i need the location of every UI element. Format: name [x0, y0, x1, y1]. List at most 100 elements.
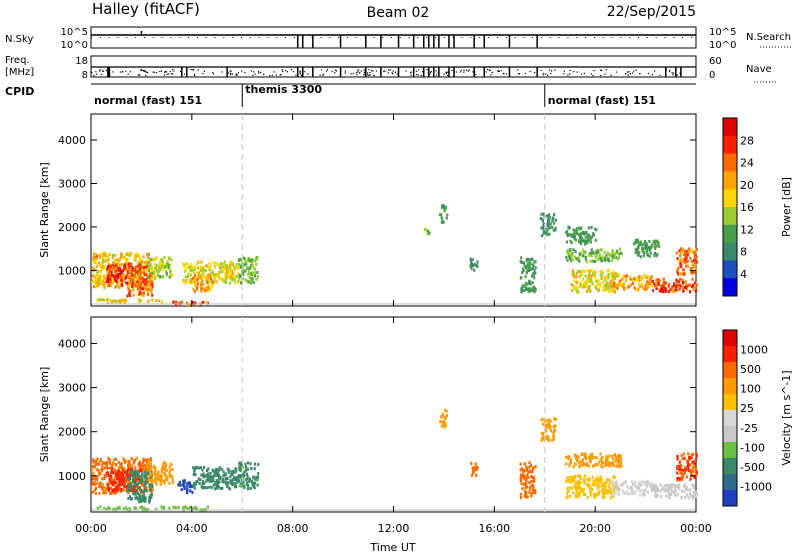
velocity-cell	[149, 462, 152, 466]
velocity-cell	[552, 425, 555, 429]
power-cell	[97, 284, 100, 288]
nave-point-116	[367, 72, 369, 74]
nave-point-80	[410, 71, 412, 73]
velocity-cell	[665, 488, 668, 492]
velocity-cell	[144, 499, 147, 503]
nave-point-1	[160, 70, 163, 72]
velocity-cell	[573, 485, 576, 489]
power-cell	[150, 269, 153, 273]
velocity-cell	[138, 497, 141, 501]
velocity-cell	[143, 507, 146, 511]
velocity-cell	[120, 482, 124, 486]
velocity-cell	[528, 465, 531, 469]
power-cell	[223, 267, 226, 271]
power-colorbar-swatch-0	[723, 118, 737, 137]
velocity-cell	[111, 467, 114, 471]
velocity-cell	[544, 427, 547, 431]
velocity-cell	[628, 492, 631, 496]
power-cell	[441, 205, 444, 209]
velocity-cell	[110, 491, 113, 495]
velocity-cell	[229, 481, 232, 485]
power-cell	[551, 219, 554, 223]
velocity-cell	[120, 466, 123, 469]
velocity-cell	[578, 465, 581, 469]
power-cell	[545, 231, 548, 235]
power-cell	[567, 251, 570, 255]
velocity-cell	[127, 497, 130, 500]
nsearch-top-tick: 10^5	[709, 27, 736, 38]
velocity-cell	[645, 485, 648, 489]
velocity-cell	[578, 493, 581, 497]
power-cell	[678, 249, 681, 253]
nsearch-dot	[593, 37, 595, 38]
power-cell	[102, 280, 105, 284]
power-cell	[164, 265, 167, 269]
power-cell	[654, 251, 657, 255]
power-cell	[211, 270, 214, 274]
nave-point-92	[485, 71, 487, 73]
velocity-cell	[213, 487, 216, 491]
power-cell	[588, 252, 591, 255]
nave-point-36	[254, 73, 256, 75]
power-cell	[442, 205, 445, 208]
power-cell	[206, 279, 209, 282]
velocity-cell	[523, 477, 526, 481]
nave-point-235	[460, 69, 462, 71]
power-cell	[254, 259, 257, 263]
power-cell	[188, 281, 191, 285]
velocity-cell	[534, 489, 537, 493]
power-cell	[137, 261, 140, 264]
velocity-cell	[680, 453, 683, 457]
power-cell	[621, 278, 624, 281]
velocity-cell	[693, 465, 696, 469]
power-cell	[193, 268, 196, 272]
velocity-cell	[124, 480, 128, 484]
nave-point-150	[628, 71, 630, 73]
power-cell	[470, 259, 473, 263]
power-cell	[200, 260, 203, 264]
power-cell	[154, 276, 157, 280]
velocity-cell	[234, 470, 237, 474]
velocity-cell	[109, 491, 112, 495]
power-cell	[200, 282, 203, 286]
power-cell	[690, 260, 693, 263]
velocity-cell	[673, 493, 677, 497]
power-cell	[127, 274, 130, 278]
power-cell	[198, 273, 201, 277]
power-ytick-label-2: 3000	[58, 178, 86, 191]
power-cell	[583, 232, 586, 236]
nave-point-103	[112, 71, 114, 73]
power-cell	[608, 289, 611, 293]
nave-point-237	[147, 71, 149, 74]
velocity-cell	[210, 479, 213, 483]
time-axis-title: Time UT	[369, 541, 415, 554]
power-cell	[638, 251, 641, 254]
power-cell	[121, 269, 124, 273]
power-cell	[611, 249, 614, 253]
velocity-cell	[634, 491, 637, 495]
power-cell	[247, 280, 250, 284]
power-cell	[587, 269, 590, 273]
nsearch-dot	[540, 37, 542, 38]
nave-point-244	[396, 73, 398, 75]
velocity-cell	[605, 489, 609, 493]
velocity-cell	[593, 493, 596, 497]
velocity-cell	[530, 480, 533, 483]
velocity-cell	[156, 478, 159, 481]
power-cell	[676, 257, 679, 260]
nave-point-47	[145, 74, 147, 77]
velocity-cell	[92, 475, 95, 479]
velocity-cell	[694, 494, 698, 498]
velocity-cell	[527, 470, 530, 474]
power-cell	[624, 278, 627, 282]
nave-point-30	[668, 70, 671, 73]
nsearch-dot	[382, 37, 384, 38]
power-cell	[246, 265, 249, 269]
power-cell	[598, 284, 601, 287]
velocity-cell	[204, 486, 207, 490]
velocity-cell	[201, 468, 204, 472]
power-cell	[613, 255, 616, 259]
velocity-cell	[246, 461, 250, 465]
velocity-cell	[94, 482, 97, 485]
power-cell	[132, 288, 135, 292]
